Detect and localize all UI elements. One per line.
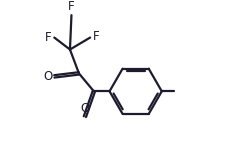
Text: O: O: [43, 70, 52, 83]
Text: F: F: [92, 30, 99, 43]
Text: F: F: [45, 31, 51, 44]
Text: O: O: [80, 102, 90, 115]
Text: F: F: [68, 0, 75, 13]
